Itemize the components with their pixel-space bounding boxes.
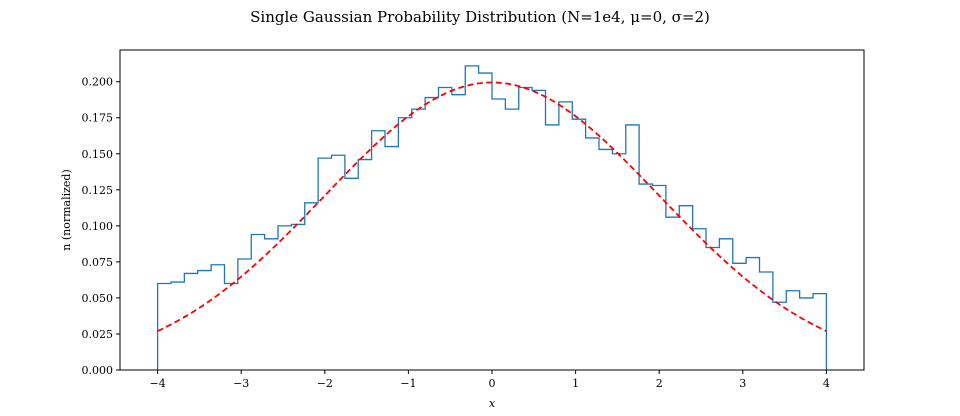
plot-area — [156, 65, 828, 370]
y-tick-label: 0.025 — [82, 328, 114, 341]
x-tick-label: 0 — [489, 377, 496, 390]
y-axis: 0.000 0.025 0.050 0.075 0.100 0.125 0.150 0.175… — [82, 76, 120, 377]
y-axis-label: n (normalized) — [60, 169, 73, 251]
chart-title: Single Gaussian Probability Distribution… — [250, 8, 710, 26]
gaussian-curve — [157, 81, 827, 332]
y-tick-label: 0.050 — [82, 292, 114, 305]
y-tick-label: 0.150 — [82, 148, 114, 161]
x-axis-label: x — [489, 397, 496, 410]
x-tick-label: 3 — [739, 377, 746, 390]
x-tick-label: 1 — [572, 377, 579, 390]
x-axis: −4 −3 −2 −1 0 1 2 3 4 — [150, 370, 830, 390]
y-tick-label: 0.175 — [82, 112, 114, 125]
y-tick-label: 0.200 — [82, 76, 114, 89]
y-tick-label: 0.075 — [82, 256, 114, 269]
y-tick-label: 0.000 — [82, 364, 114, 377]
histogram-series — [156, 65, 828, 370]
x-tick-label: −3 — [233, 377, 249, 390]
x-tick-label: 4 — [823, 377, 830, 390]
x-tick-label: −4 — [150, 377, 166, 390]
x-tick-label: −2 — [317, 377, 333, 390]
x-tick-label: −1 — [400, 377, 416, 390]
y-tick-label: 0.125 — [82, 184, 114, 197]
y-tick-label: 0.100 — [82, 220, 114, 233]
x-tick-label: 2 — [656, 377, 663, 390]
